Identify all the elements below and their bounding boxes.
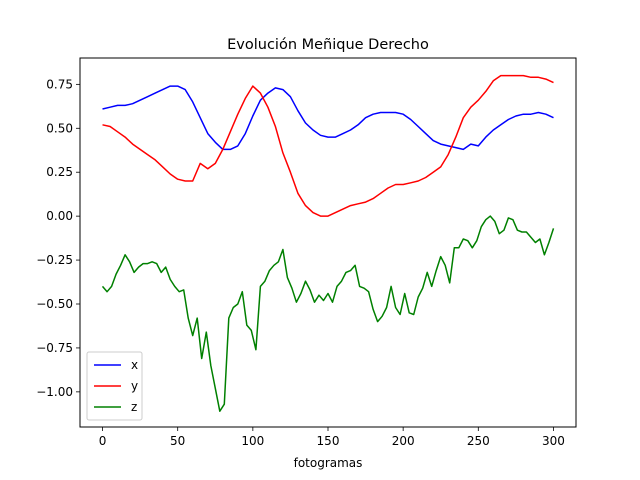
y-axis: 0.75 0.50 0.25 0.00 −0.25 −0.50 −0.75 −1.00 [36, 77, 80, 399]
x-tick-label: 250 [467, 434, 490, 448]
y-tick-label: −0.75 [36, 341, 73, 355]
legend-label-x: x [131, 358, 138, 372]
legend-label-y: y [131, 379, 138, 393]
y-tick-label: −0.25 [36, 253, 73, 267]
x-tick-label: 150 [317, 434, 340, 448]
series-line-x [102, 85, 554, 151]
y-tick-label: 0.00 [46, 209, 73, 223]
x-tick-label: 100 [241, 434, 264, 448]
chart-title: Evolución Meñique Derecho [227, 37, 429, 53]
series-line-z [101, 215, 555, 412]
x-tick-label: 200 [392, 434, 415, 448]
y-tick-label: 0.50 [46, 121, 73, 135]
y-tick-label: −0.50 [36, 297, 73, 311]
x-tick-label: 0 [99, 434, 107, 448]
x-tick-label: 300 [542, 434, 565, 448]
y-tick-label: −1.00 [36, 385, 73, 399]
x-axis: 0 50 100 150 200 250 300 [99, 427, 565, 448]
plot-area [101, 74, 555, 412]
x-tick-label: 50 [170, 434, 185, 448]
series-line-y [102, 74, 554, 217]
x-axis-label: fotogramas [294, 456, 363, 470]
legend-label-z: z [131, 400, 137, 414]
y-tick-label: 0.25 [46, 165, 73, 179]
legend: xyz [86, 351, 143, 421]
y-tick-label: 0.75 [46, 77, 73, 91]
